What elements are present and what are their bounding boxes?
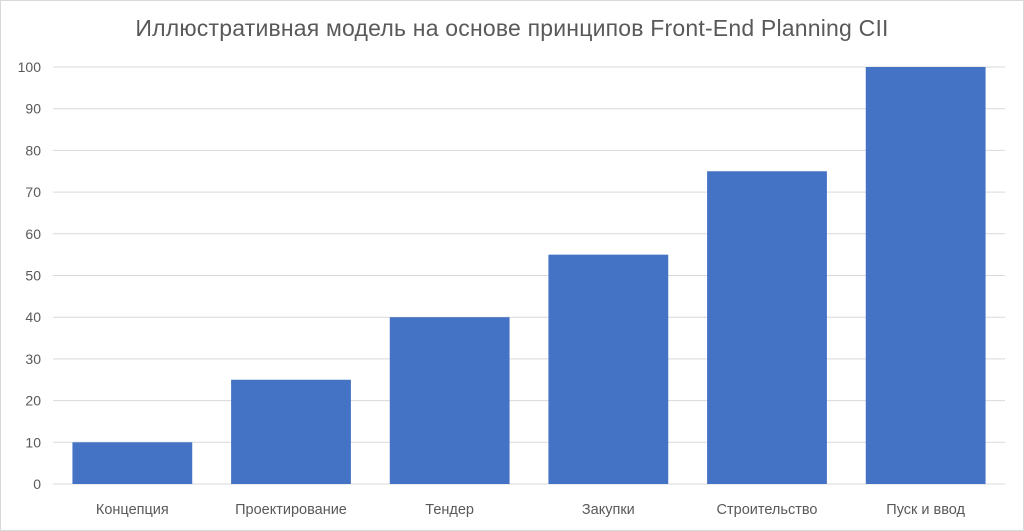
y-tick-label: 100 — [18, 59, 42, 75]
bar-6 — [865, 67, 986, 484]
y-tick-label: 20 — [25, 393, 41, 409]
bar-3 — [389, 317, 510, 484]
y-tick-label: 40 — [25, 309, 41, 325]
chart-title: Иллюстративная модель на основе принципо… — [135, 15, 889, 41]
y-tick-label: 30 — [25, 351, 41, 367]
x-category-label: Тендер — [425, 502, 474, 518]
y-tick-label: 10 — [25, 434, 41, 450]
gridlines — [53, 66, 1005, 485]
bar-2 — [231, 379, 351, 484]
bar-1 — [72, 442, 193, 484]
y-axis-ticks: 0 10 20 30 40 50 60 70 80 90 100 — [18, 59, 42, 492]
bar-5 — [707, 171, 827, 484]
x-axis-labels: Концепция Проектирование Тендер Закупки Стро… — [96, 502, 966, 518]
x-category-label: Концепция — [96, 502, 169, 518]
x-category-label: Закупки — [582, 502, 635, 518]
bar-4 — [548, 254, 669, 484]
x-category-label: Пуск и ввод — [886, 502, 965, 518]
y-tick-label: 50 — [25, 268, 41, 284]
y-tick-label: 0 — [33, 476, 41, 492]
x-category-label: Строительство — [717, 502, 818, 518]
y-tick-label: 80 — [25, 142, 41, 158]
x-category-label: Проектирование — [235, 502, 347, 518]
y-tick-label: 60 — [25, 226, 41, 242]
y-tick-label: 90 — [25, 101, 41, 117]
bars — [72, 67, 986, 484]
y-tick-label: 70 — [25, 184, 41, 200]
